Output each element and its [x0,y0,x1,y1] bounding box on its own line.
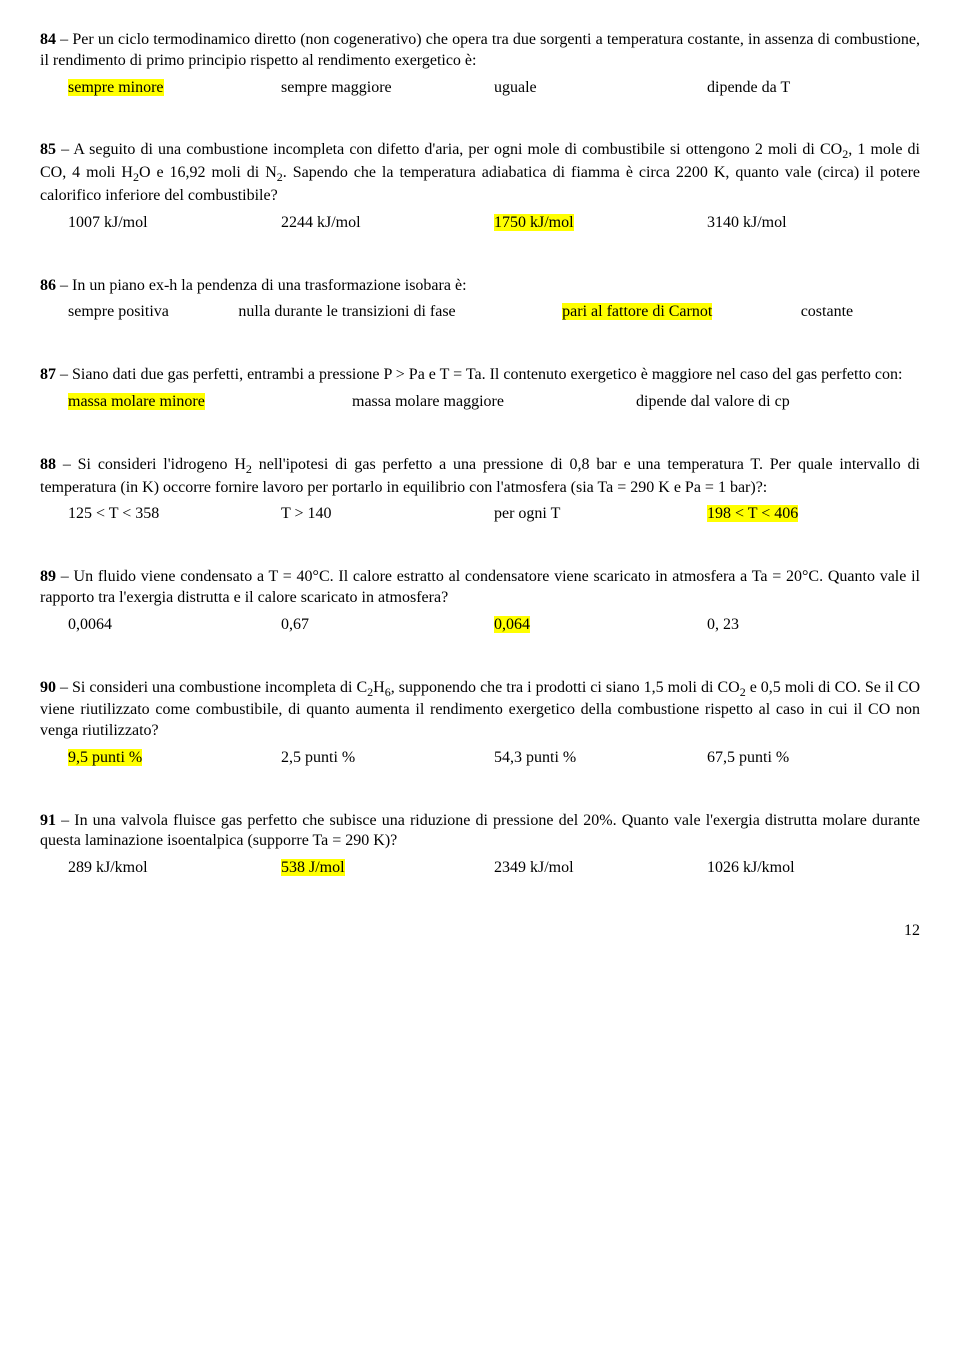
question-text: 91 – In una valvola fluisce gas perfetto… [40,811,920,853]
question-text: 87 – Siano dati due gas perfetti, entram… [40,365,920,386]
highlighted-answer: 0,064 [494,616,530,633]
options-row: sempre minore sempre maggioreugualedipend… [40,78,920,99]
option: uguale [494,78,707,99]
options-row: 125 < T < 358T > 140per ogni T198 < T < … [40,504,920,525]
option: per ogni T [494,504,707,525]
option: dipende da T [707,78,920,99]
question-number: 84 [40,31,56,48]
option: 0,064 [494,615,707,636]
options-row: 1007 kJ/mol2244 kJ/mol1750 kJ/mol 3140 kJ… [40,213,920,234]
option: dipende dal valore di cp [636,392,920,413]
option: pari al fattore di Carnot [562,302,801,323]
question-number: 85 [40,141,56,158]
highlighted-answer: pari al fattore di Carnot [562,303,712,320]
option: massa molare maggiore [352,392,636,413]
question-number: 90 [40,679,56,696]
highlighted-answer: sempre minore [68,79,164,96]
option: 0,0064 [68,615,281,636]
highlighted-answer: massa molare minore [68,393,205,410]
option: 1007 kJ/mol [68,213,281,234]
option: 289 kJ/kmol [68,858,281,879]
document-page: 84 – Per un ciclo termodinamico diretto … [40,30,920,879]
question-text: 86 – In un piano ex-h la pendenza di una… [40,276,920,297]
option: sempre maggiore [281,78,494,99]
option: 125 < T < 358 [68,504,281,525]
question-number: 87 [40,366,56,383]
options-row: 0,00640,670,064 0, 23 [40,615,920,636]
page-number: 12 [40,921,920,942]
option: 54,3 punti % [494,748,707,769]
question-block: 87 – Siano dati due gas perfetti, entram… [40,365,920,413]
option: 1750 kJ/mol [494,213,707,234]
option: 3140 kJ/mol [707,213,920,234]
option: nulla durante le transizioni di fase [238,302,562,323]
option: 2349 kJ/mol [494,858,707,879]
question-block: 86 – In un piano ex-h la pendenza di una… [40,276,920,324]
option: 538 J/mol [281,858,494,879]
question-text: 88 – Si consideri l'idrogeno H2 nell'ipo… [40,455,920,499]
question-block: 88 – Si consideri l'idrogeno H2 nell'ipo… [40,455,920,525]
options-row: 289 kJ/kmol538 J/mol 2349 kJ/mol1026 kJ/k… [40,858,920,879]
question-block: 90 – Si consideri una combustione incomp… [40,678,920,769]
question-number: 86 [40,277,56,294]
question-text: 84 – Per un ciclo termodinamico diretto … [40,30,920,72]
highlighted-answer: 9,5 punti % [68,749,142,766]
option: 2,5 punti % [281,748,494,769]
question-number: 89 [40,568,56,585]
options-row: 9,5 punti % 2,5 punti %54,3 punti %67,5 p… [40,748,920,769]
question-text: 85 – A seguito di una combustione incomp… [40,140,920,206]
option: sempre minore [68,78,281,99]
highlighted-answer: 1750 kJ/mol [494,214,574,231]
option: 0, 23 [707,615,920,636]
question-text: 90 – Si consideri una combustione incomp… [40,678,920,742]
option: sempre positiva [68,302,238,323]
options-row: massa molare minore massa molare maggiore… [40,392,920,413]
options-row: sempre positivanulla durante le transizi… [40,302,920,323]
option: massa molare minore [68,392,352,413]
option: 9,5 punti % [68,748,281,769]
question-text: 89 – Un fluido viene condensato a T = 40… [40,567,920,609]
question-block: 89 – Un fluido viene condensato a T = 40… [40,567,920,635]
question-number: 91 [40,812,56,829]
option: costante [801,302,920,323]
option: 2244 kJ/mol [281,213,494,234]
highlighted-answer: 198 < T < 406 [707,505,798,522]
question-block: 84 – Per un ciclo termodinamico diretto … [40,30,920,98]
highlighted-answer: 538 J/mol [281,859,345,876]
option: 0,67 [281,615,494,636]
option: 1026 kJ/kmol [707,858,920,879]
option: 67,5 punti % [707,748,920,769]
question-block: 91 – In una valvola fluisce gas perfetto… [40,811,920,879]
option: T > 140 [281,504,494,525]
question-number: 88 [40,456,56,473]
option: 198 < T < 406 [707,504,920,525]
question-block: 85 – A seguito di una combustione incomp… [40,140,920,233]
